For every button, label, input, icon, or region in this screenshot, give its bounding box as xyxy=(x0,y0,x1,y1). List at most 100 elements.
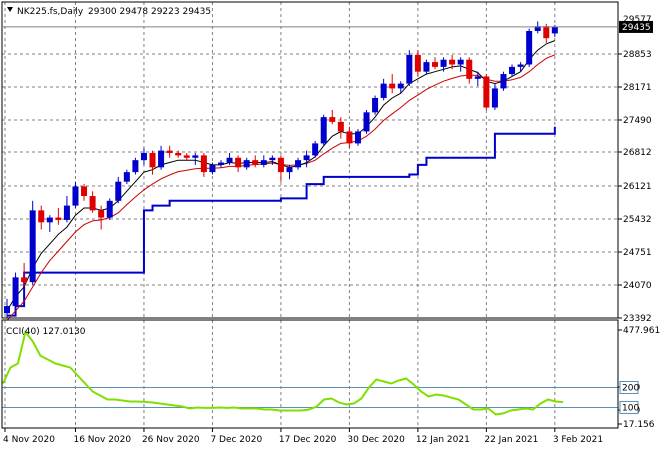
candle xyxy=(192,152,199,165)
candle xyxy=(363,109,370,134)
cci-series xyxy=(2,329,564,416)
candle xyxy=(63,196,70,223)
candle xyxy=(440,57,447,72)
time-tick-label: 22 Jan 2021 xyxy=(484,435,538,445)
price-tick-label: 24070 xyxy=(623,281,652,291)
candle xyxy=(346,126,353,149)
candle xyxy=(252,155,259,168)
candle xyxy=(183,152,190,161)
cci-level-label: 200 xyxy=(622,383,639,393)
candle xyxy=(449,54,456,70)
candle xyxy=(483,74,490,110)
candle xyxy=(277,155,284,182)
candle xyxy=(260,155,267,168)
symbol-label: NK225.fs,Daily xyxy=(17,7,84,17)
candle xyxy=(500,71,507,91)
candle xyxy=(406,50,413,87)
candle xyxy=(397,81,404,94)
candle xyxy=(389,74,396,94)
candle xyxy=(12,272,19,309)
candle xyxy=(149,150,156,175)
price-tick-label-top: 29577 xyxy=(623,15,652,25)
candle xyxy=(132,157,139,175)
price-tick-label: 26812 xyxy=(623,148,652,158)
candle xyxy=(337,117,344,139)
candle xyxy=(312,141,319,158)
price-axis: 28853 28171 27490 26812 26121 25432 24751 24070… xyxy=(2,15,653,324)
candle xyxy=(517,62,524,72)
candle xyxy=(303,150,310,168)
price-tick-label: 28171 xyxy=(623,83,652,93)
candle xyxy=(491,83,498,110)
candle xyxy=(372,95,379,115)
candle xyxy=(158,145,165,170)
time-tick-label: 26 Nov 2020 xyxy=(142,435,200,445)
candle xyxy=(106,198,113,220)
chart-header: NK225.fs,Daily 29300 29478 29223 29435 xyxy=(7,7,211,17)
candle xyxy=(295,157,302,170)
current-price-box xyxy=(619,20,653,33)
time-tick-label: 4 Nov 2020 xyxy=(3,435,55,445)
price-series xyxy=(4,21,558,321)
candle xyxy=(175,150,182,158)
candle xyxy=(21,262,28,287)
candle xyxy=(123,169,130,185)
time-tick-label: 17 Dec 2020 xyxy=(279,435,337,445)
candle xyxy=(269,155,276,165)
price-tick-label: 25432 xyxy=(623,215,652,225)
price-tick-label: 26121 xyxy=(623,182,652,192)
cci-grid xyxy=(2,320,618,428)
candle xyxy=(89,191,96,213)
price-tick-label: 27490 xyxy=(623,116,652,126)
candle xyxy=(329,109,336,125)
candle xyxy=(432,57,438,70)
candle xyxy=(509,64,516,77)
current-price-label: 29435 xyxy=(622,23,651,33)
candle xyxy=(286,164,293,180)
candle xyxy=(72,181,79,208)
candle xyxy=(414,50,421,77)
time-tick-label: 16 Nov 2020 xyxy=(73,435,131,445)
price-tick-label: 28853 xyxy=(623,50,652,60)
candle xyxy=(226,152,233,165)
channel-line xyxy=(6,126,556,317)
cci-label: CCI(40) 127.0130 xyxy=(6,327,86,337)
candle xyxy=(243,157,250,170)
candle xyxy=(380,78,387,101)
candle xyxy=(98,205,105,230)
ohlc-label: 29300 29478 29223 29435 xyxy=(88,7,211,17)
candle xyxy=(218,160,224,168)
cci-level-label: 100 xyxy=(622,403,639,413)
candle xyxy=(46,215,53,232)
candle xyxy=(81,184,88,201)
candle xyxy=(457,57,464,72)
candle xyxy=(526,28,533,67)
time-tick-label: 12 Jan 2021 xyxy=(416,435,470,445)
time-tick-label: 30 Dec 2020 xyxy=(347,435,405,445)
candle xyxy=(466,57,473,84)
candle xyxy=(140,148,147,165)
candle xyxy=(354,129,361,146)
price-frame xyxy=(1,1,619,319)
candle xyxy=(200,152,207,177)
candle xyxy=(474,71,481,87)
candle xyxy=(38,205,45,230)
time-tick-label: 7 Dec 2020 xyxy=(210,435,262,445)
collapse-triangle-icon[interactable] xyxy=(7,7,13,12)
candle xyxy=(423,59,430,75)
candle xyxy=(209,162,216,175)
candle xyxy=(4,298,10,319)
time-axis: 4 Nov 2020 16 Nov 2020 26 Nov 2020 7 Dec 20… xyxy=(3,428,603,445)
cci-frame xyxy=(1,319,619,429)
price-tick-label: 24751 xyxy=(623,248,652,258)
cci-tick-label: 477.9613 xyxy=(623,326,660,336)
price-tick-label: 23392 xyxy=(623,314,652,324)
candle xyxy=(29,200,36,285)
cci-line xyxy=(2,329,564,416)
candle xyxy=(235,155,242,173)
